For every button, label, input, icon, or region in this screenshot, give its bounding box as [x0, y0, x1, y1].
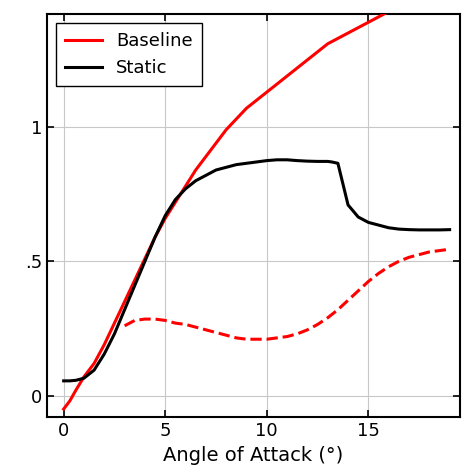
Static: [73, 377, 79, 383]
Baseline: [101, 342, 107, 347]
Static: [396, 226, 401, 232]
Legend: Baseline, Static: Baseline, Static: [56, 23, 201, 86]
Static: [376, 222, 382, 228]
Static: [213, 167, 219, 173]
Static: [163, 213, 168, 219]
Baseline: [264, 89, 270, 95]
Baseline: [213, 140, 219, 146]
Static: [142, 258, 148, 264]
Static: [122, 307, 128, 312]
Baseline: [91, 361, 97, 366]
Baseline: [152, 234, 158, 240]
Baseline: [193, 167, 199, 173]
Line: Baseline: Baseline: [64, 0, 450, 409]
Static: [365, 219, 371, 225]
Static: [203, 173, 209, 178]
Static: [244, 160, 249, 166]
Baseline: [365, 19, 371, 25]
Baseline: [315, 49, 320, 55]
Static: [406, 227, 412, 232]
Baseline: [305, 57, 310, 63]
Static: [193, 178, 199, 183]
Static: [315, 159, 320, 164]
X-axis label: Angle of Attack (°): Angle of Attack (°): [164, 446, 344, 465]
Static: [427, 227, 432, 233]
Static: [91, 367, 97, 373]
Baseline: [356, 25, 361, 30]
Baseline: [396, 6, 401, 12]
Static: [325, 159, 330, 164]
Baseline: [294, 65, 300, 71]
Baseline: [376, 14, 382, 20]
Static: [234, 162, 239, 167]
Static: [67, 378, 73, 384]
Baseline: [122, 299, 128, 304]
Static: [264, 158, 270, 164]
Static: [294, 158, 300, 164]
Static: [111, 331, 117, 337]
Baseline: [81, 374, 87, 380]
Baseline: [73, 387, 79, 393]
Baseline: [284, 73, 290, 79]
Static: [284, 157, 290, 163]
Static: [305, 158, 310, 164]
Baseline: [406, 0, 412, 6]
Static: [61, 378, 66, 384]
Static: [254, 159, 259, 165]
Line: Static: Static: [64, 160, 450, 381]
Baseline: [182, 183, 188, 189]
Baseline: [416, 0, 422, 4]
Baseline: [254, 97, 259, 103]
Static: [345, 202, 351, 208]
Baseline: [142, 256, 148, 262]
Baseline: [325, 41, 330, 46]
Static: [447, 227, 453, 232]
Static: [274, 157, 280, 163]
Static: [182, 186, 188, 191]
Baseline: [163, 216, 168, 221]
Baseline: [335, 36, 341, 41]
Static: [101, 351, 107, 357]
Static: [329, 159, 335, 165]
Baseline: [203, 154, 209, 159]
Baseline: [132, 277, 137, 283]
Static: [416, 227, 422, 233]
Baseline: [244, 105, 249, 111]
Baseline: [386, 9, 392, 14]
Baseline: [111, 320, 117, 326]
Baseline: [61, 406, 66, 412]
Baseline: [345, 30, 351, 36]
Static: [386, 225, 392, 231]
Baseline: [173, 200, 178, 205]
Static: [356, 214, 361, 220]
Baseline: [223, 127, 229, 133]
Static: [437, 227, 442, 233]
Static: [335, 160, 341, 166]
Baseline: [234, 116, 239, 122]
Static: [132, 283, 137, 288]
Baseline: [274, 81, 280, 87]
Static: [173, 197, 178, 202]
Static: [223, 164, 229, 170]
Baseline: [67, 398, 73, 404]
Static: [81, 375, 87, 381]
Static: [152, 234, 158, 240]
